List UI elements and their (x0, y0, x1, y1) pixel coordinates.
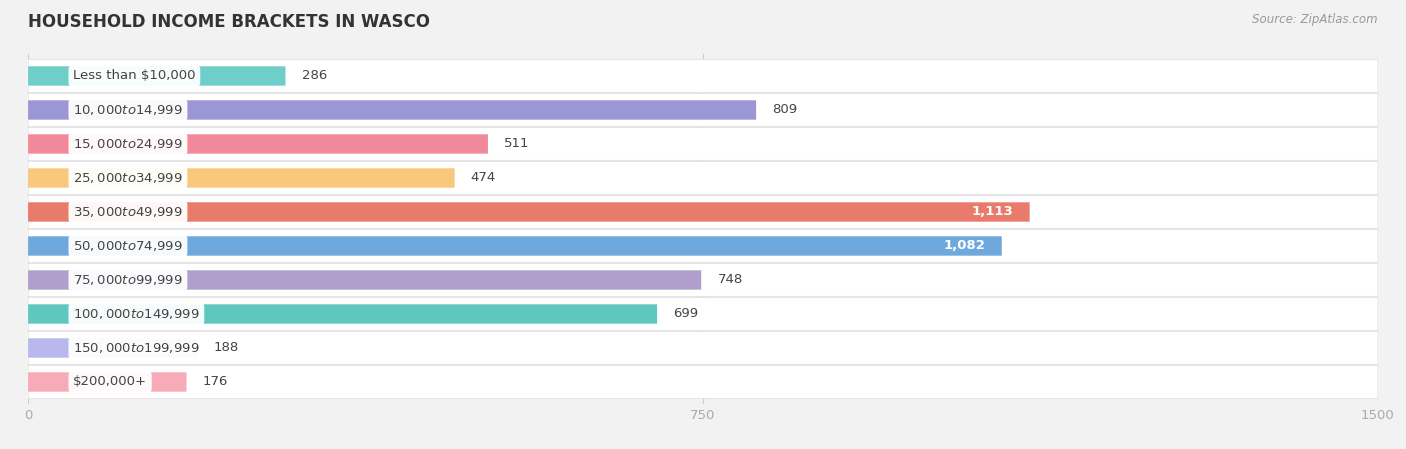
Text: $25,000 to $34,999: $25,000 to $34,999 (73, 171, 183, 185)
FancyBboxPatch shape (28, 304, 657, 324)
Text: $10,000 to $14,999: $10,000 to $14,999 (73, 103, 183, 117)
FancyBboxPatch shape (28, 338, 197, 358)
FancyBboxPatch shape (28, 134, 488, 154)
FancyBboxPatch shape (28, 365, 1378, 398)
Text: 474: 474 (471, 172, 496, 185)
FancyBboxPatch shape (28, 60, 1378, 92)
Text: 809: 809 (772, 103, 797, 116)
FancyBboxPatch shape (28, 270, 702, 290)
Text: $35,000 to $49,999: $35,000 to $49,999 (73, 205, 183, 219)
Text: HOUSEHOLD INCOME BRACKETS IN WASCO: HOUSEHOLD INCOME BRACKETS IN WASCO (28, 13, 430, 31)
FancyBboxPatch shape (28, 264, 1378, 296)
Text: 188: 188 (214, 342, 239, 355)
FancyBboxPatch shape (28, 372, 187, 392)
Text: 1,082: 1,082 (943, 239, 986, 252)
FancyBboxPatch shape (28, 168, 454, 188)
FancyBboxPatch shape (28, 196, 1378, 228)
FancyBboxPatch shape (28, 162, 1378, 194)
FancyBboxPatch shape (28, 66, 285, 86)
Text: 176: 176 (202, 375, 228, 388)
Text: Less than $10,000: Less than $10,000 (73, 70, 195, 83)
FancyBboxPatch shape (28, 100, 756, 120)
Text: $100,000 to $149,999: $100,000 to $149,999 (73, 307, 200, 321)
FancyBboxPatch shape (28, 202, 1029, 222)
Text: 748: 748 (717, 273, 742, 286)
Text: $200,000+: $200,000+ (73, 375, 148, 388)
Text: $75,000 to $99,999: $75,000 to $99,999 (73, 273, 183, 287)
FancyBboxPatch shape (28, 128, 1378, 160)
Text: 699: 699 (673, 308, 699, 321)
FancyBboxPatch shape (28, 236, 1001, 255)
FancyBboxPatch shape (28, 298, 1378, 330)
Text: 1,113: 1,113 (972, 206, 1014, 219)
Text: $50,000 to $74,999: $50,000 to $74,999 (73, 239, 183, 253)
Text: 286: 286 (302, 70, 328, 83)
Text: 511: 511 (505, 137, 530, 150)
FancyBboxPatch shape (28, 230, 1378, 262)
Text: $15,000 to $24,999: $15,000 to $24,999 (73, 137, 183, 151)
Text: Source: ZipAtlas.com: Source: ZipAtlas.com (1253, 13, 1378, 26)
Text: $150,000 to $199,999: $150,000 to $199,999 (73, 341, 200, 355)
FancyBboxPatch shape (28, 94, 1378, 126)
FancyBboxPatch shape (28, 332, 1378, 364)
